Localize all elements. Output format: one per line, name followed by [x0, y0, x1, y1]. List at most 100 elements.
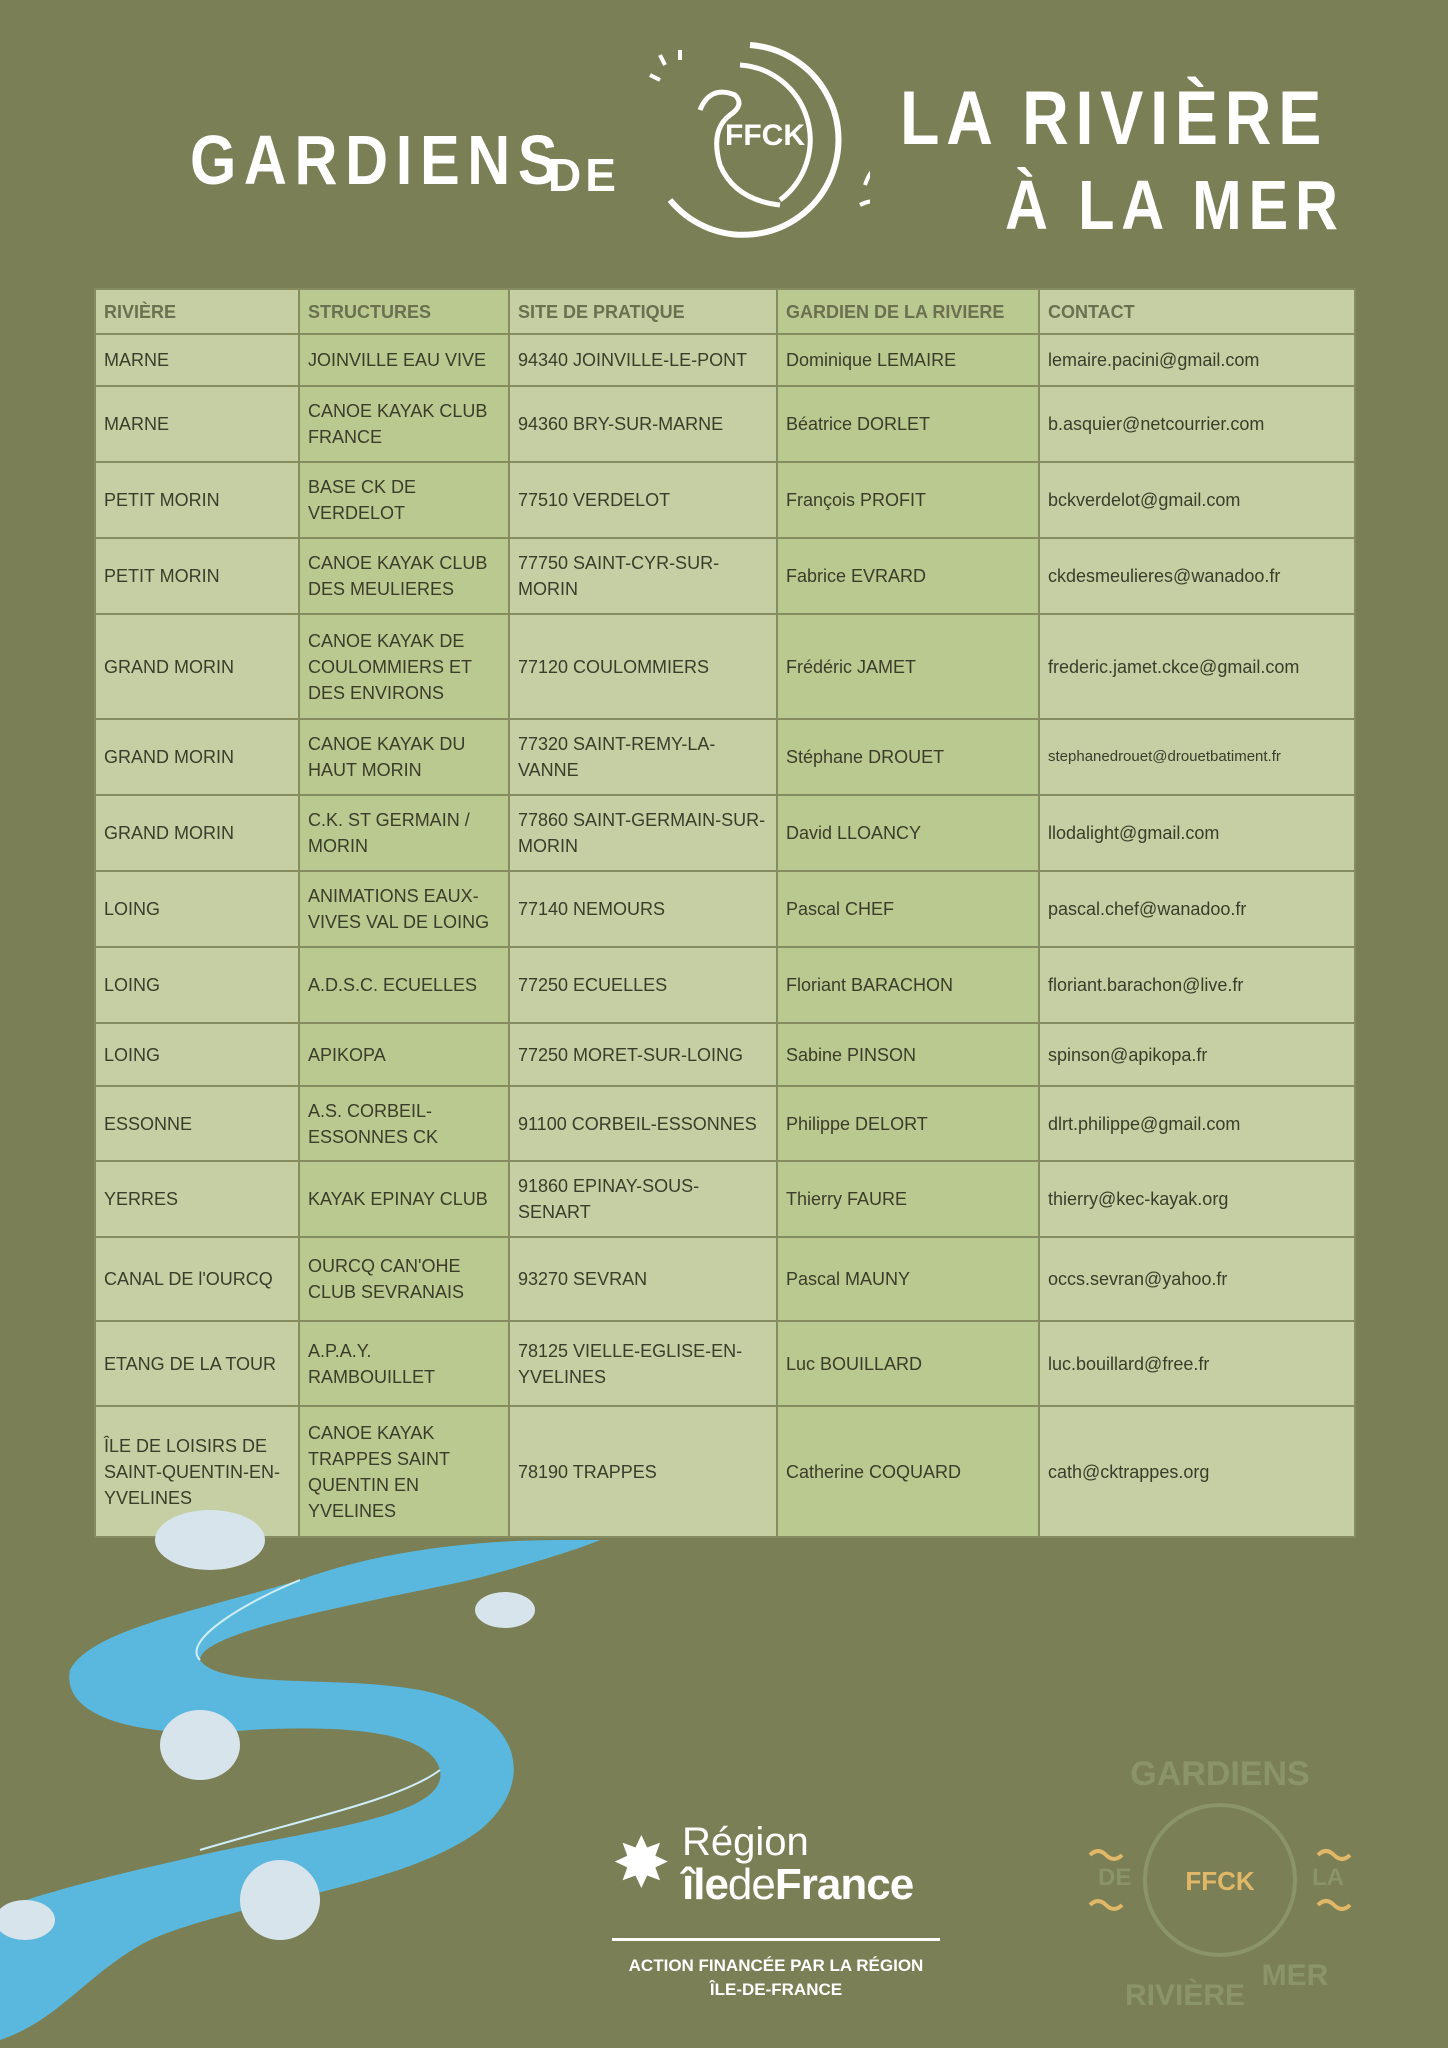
cell-contact: ckdesmeulieres@wanadoo.fr — [1038, 537, 1356, 615]
table-row: GRAND MORIN CANOE KAYAK DE COULOMMIERS ET… — [94, 613, 1356, 720]
cell-gardien: Catherine COQUARD — [776, 1405, 1040, 1538]
table-row: LOING APIKOPA 77250 MORET-SUR-LOING Sabine … — [94, 1022, 1356, 1087]
table-row: MARNE CANOE KAYAK CLUB FRANCE 94360 BRY-SU… — [94, 385, 1356, 463]
action-text-2: ÎLE-DE-FRANCE — [709, 1980, 843, 1999]
cell-gardien: Sabine PINSON — [776, 1022, 1040, 1087]
cell-contact: pascal.chef@wanadoo.fr — [1038, 870, 1356, 948]
cell-contact: cath@cktrappes.org — [1038, 1405, 1356, 1538]
cell-riviere: LOING — [94, 870, 300, 948]
cell-structure: A.S. CORBEIL-ESSONNES CK — [298, 1085, 510, 1162]
cell-riviere: GRAND MORIN — [94, 718, 300, 796]
table-row: PETIT MORIN BASE CK DE VERDELOT 77510 VERD… — [94, 461, 1356, 539]
cell-structure: OURCQ CAN'OHE CLUB SEVRANAIS — [298, 1236, 510, 1322]
river-illustration — [0, 1510, 600, 2040]
cell-contact: occs.sevran@yahoo.fr — [1038, 1236, 1356, 1322]
ffck-emblem-logo: FFCK — [649, 42, 870, 238]
cell-contact: frederic.jamet.ckce@gmail.com — [1038, 613, 1356, 720]
cell-gardien: Dominique LEMAIRE — [776, 333, 1040, 387]
table-header-row: RIVIÈRE STRUCTURES SITE DE PRATIQUE GARD… — [94, 288, 1356, 335]
cell-site: 94340 JOINVILLE-LE-PONT — [508, 333, 778, 387]
cell-gardien: Béatrice DORLET — [776, 385, 1040, 463]
cell-gardien: François PROFIT — [776, 461, 1040, 539]
cell-contact: dlrt.philippe@gmail.com — [1038, 1085, 1356, 1162]
cell-structure: CANOE KAYAK CLUB FRANCE — [298, 385, 510, 463]
cell-site: 77120 COULOMMIERS — [508, 613, 778, 720]
action-text-1: ACTION FINANCÉE PAR LA RÉGION — [628, 1956, 924, 1975]
cell-gardien: Floriant BARACHON — [776, 946, 1040, 1024]
cell-structure: KAYAK EPINAY CLUB — [298, 1160, 510, 1238]
cell-site: 77250 MORET-SUR-LOING — [508, 1022, 778, 1087]
cell-riviere: GRAND MORIN — [94, 613, 300, 720]
cell-gardien: Frédéric JAMET — [776, 613, 1040, 720]
svg-text:LA: LA — [1312, 1864, 1344, 1891]
cell-site: 77320 SAINT-REMY-LA-VANNE — [508, 718, 778, 796]
col-contact: CONTACT — [1038, 288, 1356, 335]
cell-riviere: ETANG DE LA TOUR — [94, 1320, 300, 1407]
table-row: MARNE JOINVILLE EAU VIVE 94340 JOINVILLE-L… — [94, 333, 1356, 387]
cell-riviere: YERRES — [94, 1160, 300, 1238]
cell-gardien: Luc BOUILLARD — [776, 1320, 1040, 1407]
svg-text:MER: MER — [1262, 1959, 1329, 1992]
cell-site: 77510 VERDELOT — [508, 461, 778, 539]
cell-contact: stephanedrouet@drouetbatiment.fr — [1038, 718, 1356, 796]
cell-structure: ANIMATIONS EAUX-VIVES VAL DE LOING — [298, 870, 510, 948]
table-row: ETANG DE LA TOUR A.P.A.Y. RAMBOUILLET 7812… — [94, 1320, 1356, 1407]
table-row: GRAND MORIN CANOE KAYAK DU HAUT MORIN 7732… — [94, 718, 1356, 796]
gardiens-badge-watermark: GARDIENS DE LA RIVIÈRE MER FFCK — [1088, 1755, 1352, 2012]
cell-site: 77860 SAINT-GERMAIN-SUR-MORIN — [508, 794, 778, 872]
cell-riviere: PETIT MORIN — [94, 461, 300, 539]
cell-contact: lemaire.pacini@gmail.com — [1038, 333, 1356, 387]
cell-contact: bckverdelot@gmail.com — [1038, 461, 1356, 539]
divider — [612, 1938, 940, 1941]
table-row: PETIT MORIN CANOE KAYAK CLUB DES MEULIERE… — [94, 537, 1356, 615]
col-gardien: GARDIEN DE LA RIVIERE — [776, 288, 1040, 335]
svg-text:DE: DE — [1098, 1864, 1131, 1891]
svg-text:GARDIENS: GARDIENS — [1130, 1755, 1309, 1793]
cell-riviere: LOING — [94, 946, 300, 1024]
cell-gardien: Fabrice EVRARD — [776, 537, 1040, 615]
cell-gardien: Pascal MAUNY — [776, 1236, 1040, 1322]
gardiens-table: RIVIÈRE STRUCTURES SITE DE PRATIQUE GARD… — [94, 288, 1356, 1538]
col-structures: STRUCTURES — [298, 288, 510, 335]
poster-header: GARDIENS DE FFCK LA RIVIÈRE À LA MER — [0, 30, 1448, 250]
cell-riviere: CANAL DE l'OURCQ — [94, 1236, 300, 1322]
table-row: LOING A.D.S.C. ECUELLES 77250 ECUELLES Flor… — [94, 946, 1356, 1024]
cell-gardien: Philippe DELORT — [776, 1085, 1040, 1162]
cell-gardien: Pascal CHEF — [776, 870, 1040, 948]
cell-structure: APIKOPA — [298, 1022, 510, 1087]
cell-contact: b.asquier@netcourrier.com — [1038, 385, 1356, 463]
title-gardiens: GARDIENS — [190, 121, 566, 199]
cell-structure: A.D.S.C. ECUELLES — [298, 946, 510, 1024]
cell-gardien: Thierry FAURE — [776, 1160, 1040, 1238]
cell-site: 77140 NEMOURS — [508, 870, 778, 948]
cell-contact: luc.bouillard@free.fr — [1038, 1320, 1356, 1407]
table-row: GRAND MORIN C.K. ST GERMAIN / MORIN 77860 … — [94, 794, 1356, 872]
cell-site: 77750 SAINT-CYR-SUR-MORIN — [508, 537, 778, 615]
cell-structure: CANOE KAYAK DU HAUT MORIN — [298, 718, 510, 796]
cell-riviere: PETIT MORIN — [94, 537, 300, 615]
cell-contact: llodalight@gmail.com — [1038, 794, 1356, 872]
title-la-riviere: LA RIVIÈRE — [900, 76, 1329, 161]
cell-structure: JOINVILLE EAU VIVE — [298, 333, 510, 387]
cell-gardien: Stéphane DROUET — [776, 718, 1040, 796]
svg-text:FFCK: FFCK — [1185, 1866, 1255, 1896]
table-row: ÎLE DE LOISIRS DE SAINT-QUENTIN-EN-YVELI… — [94, 1405, 1356, 1538]
title-a-la-mer: À LA MER — [1005, 166, 1345, 244]
cell-structure: A.P.A.Y. RAMBOUILLET — [298, 1320, 510, 1407]
col-site: SITE DE PRATIQUE — [508, 288, 778, 335]
cell-structure: CANOE KAYAK TRAPPES SAINT QUENTIN EN YVE… — [298, 1405, 510, 1538]
cell-site: 78125 VIELLE-EGLISE-EN-YVELINES — [508, 1320, 778, 1407]
cell-structure: BASE CK DE VERDELOT — [298, 461, 510, 539]
cell-contact: thierry@kec-kayak.org — [1038, 1160, 1356, 1238]
cell-structure: CANOE KAYAK DE COULOMMIERS ET DES ENVIRO… — [298, 613, 510, 720]
title-de: DE — [548, 149, 620, 201]
svg-text:FFCK: FFCK — [725, 119, 805, 152]
cell-riviere: MARNE — [94, 385, 300, 463]
cell-site: 78190 TRAPPES — [508, 1405, 778, 1538]
table-row: CANAL DE l'OURCQ OURCQ CAN'OHE CLUB SEVRA… — [94, 1236, 1356, 1322]
cell-gardien: David LLOANCY — [776, 794, 1040, 872]
cell-structure: CANOE KAYAK CLUB DES MEULIERES — [298, 537, 510, 615]
cell-site: 77250 ECUELLES — [508, 946, 778, 1024]
cell-site: 91860 EPINAY-SOUS-SENART — [508, 1160, 778, 1238]
table-row: YERRES KAYAK EPINAY CLUB 91860 EPINAY-SOUS… — [94, 1160, 1356, 1238]
